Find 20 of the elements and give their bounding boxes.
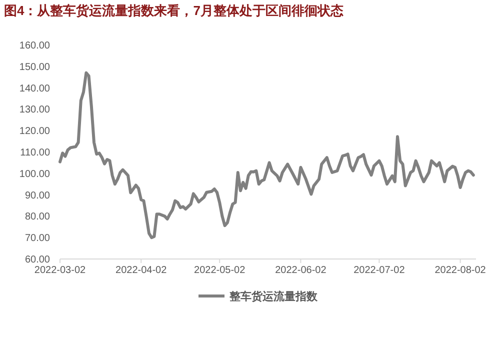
x-tick-label: 2022-05-02: [194, 265, 246, 276]
x-tick-label: 2022-07-02: [354, 265, 406, 276]
x-tick-label: 2022-06-02: [275, 265, 327, 276]
y-tick-label: 100.00: [19, 168, 50, 180]
x-tick-label: 2022-08-02: [434, 265, 486, 276]
y-tick-label: 160.00: [19, 40, 50, 52]
x-tick-label: 2022-03-02: [34, 265, 86, 276]
y-tick-label: 60.00: [24, 254, 50, 266]
chart-title: 图4：从整车货运流量指数来看，7月整体处于区间徘徊状态: [4, 3, 344, 18]
y-tick-label: 70.00: [24, 233, 50, 244]
y-tick-label: 140.00: [19, 83, 50, 94]
y-tick-label: 120.00: [19, 126, 50, 138]
y-tick-label: 130.00: [19, 104, 50, 116]
y-tick-label: 110.00: [20, 148, 50, 158]
x-tick-label: 2022-04-02: [116, 265, 168, 276]
y-tick-label: 150.00: [19, 62, 50, 73]
y-tick-label: 80.00: [24, 212, 50, 223]
legend-label: 整车货运流量指数: [228, 290, 318, 303]
y-tick-label: 90.00: [24, 190, 50, 202]
line-series: [58, 71, 475, 240]
